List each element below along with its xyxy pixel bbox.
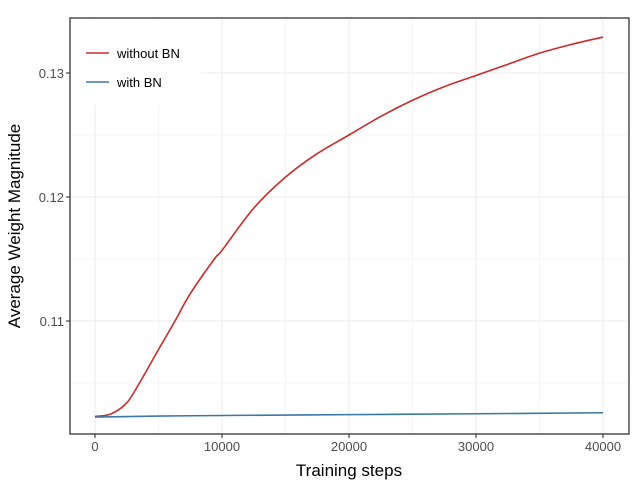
- x-axis: 0 10000 20000 30000 40000: [91, 434, 621, 454]
- series-line-with-bn: [94, 411, 604, 418]
- legend: without BN with BN: [71, 19, 201, 105]
- legend-label-without-bn: without BN: [116, 46, 180, 61]
- y-tick-label: 0.13: [39, 66, 64, 81]
- x-tick-label: 30000: [458, 439, 494, 454]
- series-line-without-bn: [94, 36, 604, 418]
- y-tick-label: 0.11: [40, 314, 64, 329]
- legend-background: [71, 19, 201, 105]
- y-axis: 0.11 0.12 0.13: [39, 66, 70, 329]
- y-axis-title: Average Weight Magnitude: [5, 124, 24, 328]
- series-lines: [94, 36, 604, 418]
- legend-label-with-bn: with BN: [116, 75, 162, 90]
- x-tick-label: 10000: [204, 439, 240, 454]
- y-tick-label: 0.12: [39, 190, 64, 205]
- plot-panel: without BN with BN: [69, 17, 630, 435]
- x-axis-title: Training steps: [296, 461, 402, 480]
- x-tick-label: 20000: [331, 439, 367, 454]
- x-tick-label: 40000: [585, 439, 621, 454]
- x-tick-label: 0: [91, 439, 98, 454]
